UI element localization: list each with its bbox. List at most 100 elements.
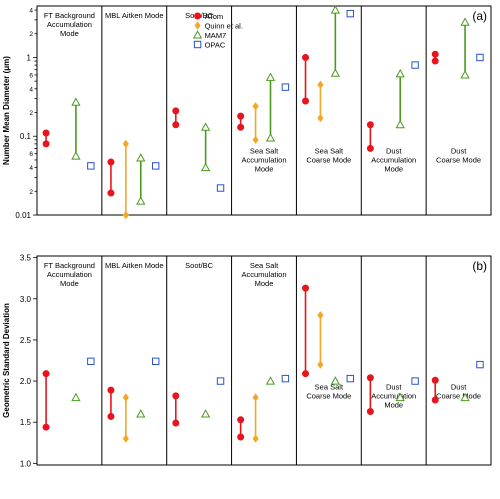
atom-series-point bbox=[366, 374, 374, 382]
atom-series-point bbox=[172, 392, 180, 400]
plot-frame bbox=[36, 5, 492, 216]
region-label-line: FT Background bbox=[44, 11, 95, 20]
y-axis-title: Number Mean Diameter (μm) bbox=[2, 56, 11, 165]
quinn-series-point bbox=[122, 434, 129, 443]
region-label-line: Dust bbox=[386, 147, 402, 156]
opac-series-point bbox=[216, 184, 225, 192]
atom-series-point bbox=[431, 50, 439, 58]
panel-label: (b) bbox=[472, 259, 487, 273]
region-label-line: MBL Aitken Mode bbox=[105, 261, 164, 270]
legend-label: Quinn et al. bbox=[205, 22, 243, 31]
opac-series-point bbox=[411, 61, 419, 69]
opac-series-point bbox=[411, 377, 419, 385]
opac-series-point bbox=[151, 357, 160, 366]
opac-series-point bbox=[281, 374, 290, 383]
region-label-line: Accumulation bbox=[241, 270, 286, 279]
quinn-series-point bbox=[317, 311, 324, 320]
atom-series-point bbox=[302, 284, 310, 292]
mam7-series-point bbox=[395, 119, 405, 129]
mam7-series-point bbox=[330, 376, 340, 385]
opac-series-point bbox=[476, 53, 484, 62]
opac-series-point bbox=[281, 83, 290, 91]
quinn-series-point bbox=[317, 360, 324, 369]
atom-series-point bbox=[431, 376, 439, 384]
atom-series-point bbox=[107, 386, 115, 394]
y-tick-label: 0.01 bbox=[15, 211, 31, 220]
region-label-line: MBL Aitken Mode bbox=[105, 11, 164, 20]
y-tick-label: 3.0 bbox=[20, 295, 32, 304]
region-soot-bc: Soot/BC bbox=[172, 261, 225, 427]
mam7-series-point bbox=[200, 409, 211, 418]
y-tick-label: 0.1 bbox=[20, 132, 32, 141]
y-tick-label: 1.0 bbox=[20, 459, 32, 468]
mam7-series-point bbox=[71, 151, 81, 160]
mam7-series-point bbox=[330, 5, 340, 14]
mam7-series-point bbox=[71, 97, 81, 106]
quinn-series-point bbox=[252, 135, 259, 144]
region-label-line: Accumulation bbox=[47, 270, 92, 279]
atom-series-point bbox=[302, 370, 310, 378]
region-label-line: Coarse Mode bbox=[306, 156, 351, 165]
mam7-series-point bbox=[136, 153, 146, 162]
region-label-line: Accumulation bbox=[241, 156, 286, 165]
chart-panel-a: 0.01 0.1 1 2 4 6 2 4 6 2 4 Number Mean Diameter (μm… bbox=[2, 5, 492, 220]
opac-series-point bbox=[87, 162, 95, 170]
y-tick-minor-label: 6 bbox=[29, 72, 33, 79]
y-tick-minor-label: 2 bbox=[29, 110, 33, 117]
atom-series-point bbox=[431, 396, 439, 404]
quinn-series-point bbox=[122, 210, 129, 220]
region-label-line: Soot/BC bbox=[185, 261, 214, 270]
y-tick-minor-label: 4 bbox=[29, 8, 33, 15]
atom-series-point bbox=[107, 158, 115, 166]
y-tick-label: 1 bbox=[27, 53, 32, 62]
plot-frame bbox=[36, 255, 492, 466]
atom-series-point bbox=[237, 123, 245, 131]
atom-series-point bbox=[366, 121, 374, 129]
region-label-line: Accumulation bbox=[371, 156, 416, 165]
region-label-line: Coarse Mode bbox=[306, 391, 351, 400]
atom-series-point bbox=[107, 189, 115, 197]
region-label-line: Mode bbox=[255, 279, 274, 288]
legend-label: ATom bbox=[205, 12, 224, 21]
quinn-series-point bbox=[122, 393, 129, 402]
region-label-line: Accumulation bbox=[47, 20, 92, 29]
mam7-series-point bbox=[136, 409, 146, 418]
region-label-line: FT Background bbox=[44, 261, 95, 270]
region-label-line: Coarse Mode bbox=[436, 391, 481, 400]
region-label-line: Mode bbox=[60, 29, 79, 38]
region-label-line: Dust bbox=[451, 382, 467, 391]
mam7-series-point bbox=[265, 72, 276, 81]
quinn-series-point bbox=[122, 139, 129, 148]
y-tick-minor-label: 2 bbox=[29, 31, 33, 38]
atom-series-point bbox=[42, 129, 50, 137]
y-tick-label: 2.0 bbox=[20, 377, 32, 386]
y-axis-title: Geometric Standard Deviation bbox=[2, 303, 11, 418]
mam7-series-point bbox=[460, 70, 470, 79]
atom-series-point bbox=[42, 370, 50, 378]
quinn-series-point bbox=[317, 113, 324, 123]
atom-series-point bbox=[42, 140, 50, 148]
legend-marker-quinn bbox=[194, 21, 201, 30]
mam7-series-point bbox=[265, 133, 276, 142]
y-tick-minor-label: 6 bbox=[29, 151, 33, 158]
legend-label: MAM7 bbox=[205, 31, 227, 40]
mam7-series-point bbox=[136, 196, 146, 205]
mam7-series-point bbox=[330, 68, 340, 77]
atom-series-point bbox=[366, 408, 374, 416]
mam7-series-point bbox=[395, 392, 405, 402]
region-label-line: Dust bbox=[386, 382, 402, 391]
legend-label: OPAC bbox=[205, 41, 226, 50]
quinn-series-point bbox=[317, 80, 324, 89]
region-label-line: Coarse Mode bbox=[436, 156, 481, 165]
y-tick-minor-label: 4 bbox=[29, 165, 33, 172]
mam7-series-point bbox=[265, 376, 276, 385]
